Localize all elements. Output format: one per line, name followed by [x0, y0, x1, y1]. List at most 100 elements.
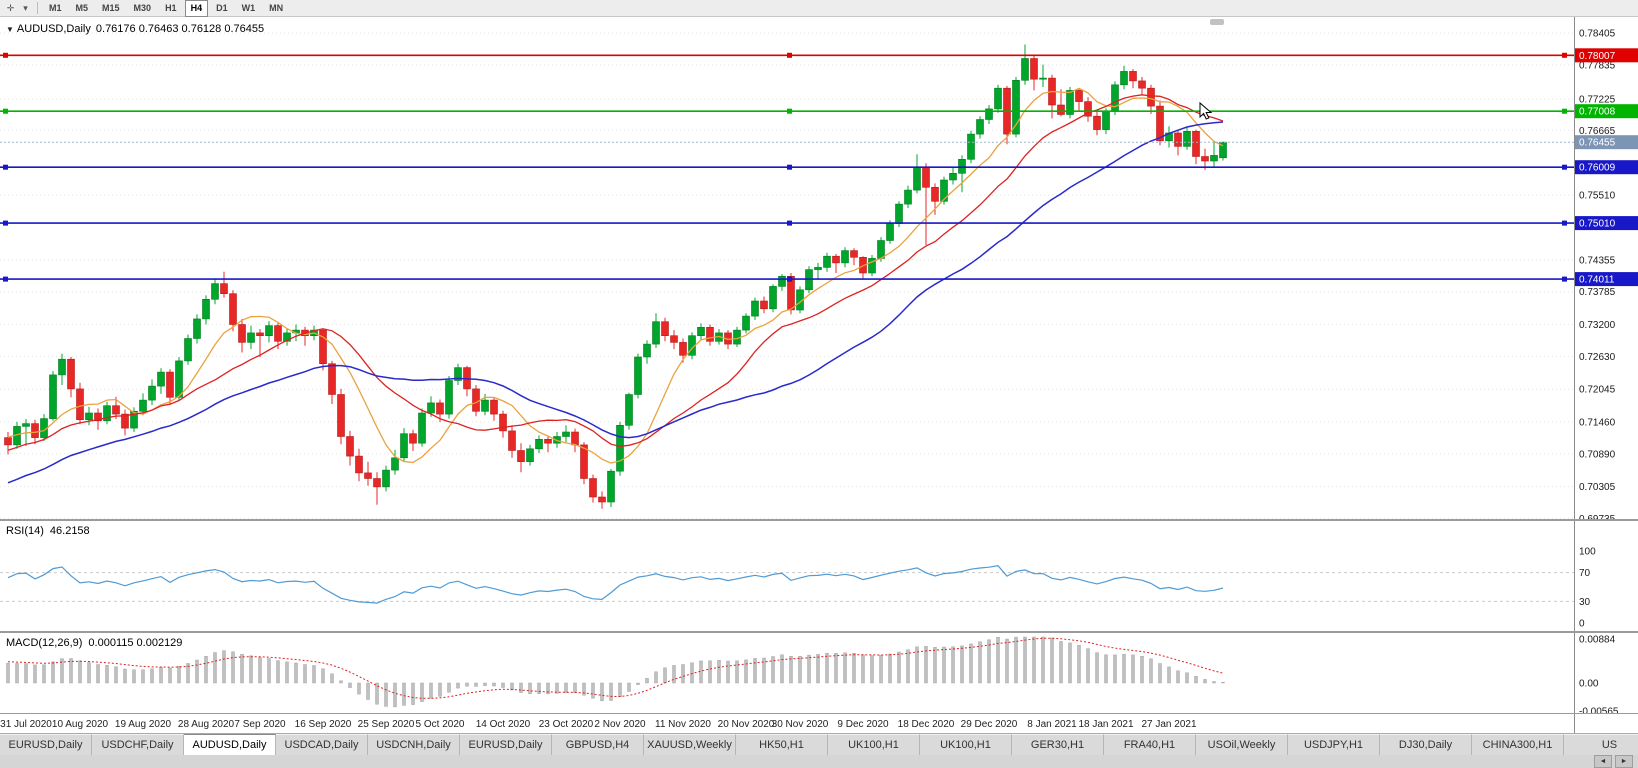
- hline-handle[interactable]: [1562, 164, 1567, 170]
- svg-text:0.78405: 0.78405: [1579, 29, 1616, 40]
- hline-handle[interactable]: [787, 276, 792, 282]
- hline-0.74011[interactable]: [0, 276, 1574, 282]
- x-axis-label: 8 Jan 2021: [1027, 719, 1077, 730]
- time-axis: 31 Jul 2020 10 Aug 2020 19 Aug 2020 28 Aug …: [0, 714, 1575, 734]
- dropdown-caret-icon[interactable]: ▾: [23, 2, 28, 13]
- timeframe-button-mn[interactable]: MN: [269, 3, 284, 13]
- timeframe-button-m1[interactable]: M1: [49, 3, 62, 13]
- chart-tab-hk50-h1[interactable]: HK50,H1: [736, 734, 828, 755]
- hline-0.76009[interactable]: [0, 164, 1574, 170]
- timeframe-button-d1[interactable]: D1: [216, 3, 228, 13]
- rsi-indicator-panel[interactable]: 100 70 30 0 RSI(14) 46.2158: [0, 519, 1638, 631]
- macd-histogram: [6, 636, 1225, 708]
- hline-handle[interactable]: [3, 52, 8, 58]
- ma-fast-line: [7, 87, 1224, 464]
- chart-tab-eurusd-daily[interactable]: EURUSD,Daily: [0, 734, 92, 755]
- chart-tab-gbpusd-h4[interactable]: GBPUSD,H4: [552, 734, 644, 755]
- hline-handle[interactable]: [1562, 108, 1567, 114]
- x-axis-label: 16 Sep 2020: [295, 719, 352, 730]
- hline-0.78007[interactable]: [0, 52, 1574, 58]
- x-axis-label: 31 Jul 2020: [0, 719, 52, 730]
- hline-handle[interactable]: [787, 164, 792, 170]
- hline-handle[interactable]: [1562, 276, 1567, 282]
- chart-tab-xauusd-weekly[interactable]: XAUUSD,Weekly: [644, 734, 736, 755]
- rsi-axis-label: 30: [1579, 597, 1591, 608]
- hline-handle[interactable]: [3, 276, 8, 282]
- hline-handle[interactable]: [787, 108, 792, 114]
- macd-axis-label: 0.00: [1579, 679, 1599, 690]
- timeframe-toolbar: ✛ ▾ M1 M5 M15 M30 H1 H4 D1 W1 MN: [0, 0, 1638, 17]
- chart-tab-uk100-h1[interactable]: UK100,H1: [828, 734, 920, 755]
- svg-text:0.72630: 0.72630: [1579, 352, 1616, 363]
- chart-tab-usoil-weekly[interactable]: USOil,Weekly: [1196, 734, 1288, 755]
- chart-canvas[interactable]: 0.78405 0.77835 0.77225 0.76665 0.75510 0.743…: [0, 17, 1638, 519]
- price-tag-0.77008: 0.77008: [1575, 104, 1638, 119]
- hline-handle[interactable]: [3, 108, 8, 114]
- candles: [4, 44, 1227, 509]
- hline-handle[interactable]: [1562, 52, 1567, 58]
- tab-scroll-right-button[interactable]: ►: [1615, 755, 1633, 768]
- hline-0.75010[interactable]: [0, 220, 1574, 226]
- macd-axis-label: 0.00884: [1579, 635, 1616, 646]
- svg-text:0.77008: 0.77008: [1579, 107, 1616, 118]
- svg-text:0.69735: 0.69735: [1579, 514, 1616, 519]
- chart-tab-eurusd-daily[interactable]: EURUSD,Daily: [460, 734, 552, 755]
- collapse-chart-icon[interactable]: ▼: [6, 25, 14, 34]
- timeframe-button-h4[interactable]: H4: [184, 0, 209, 17]
- x-axis-label: 9 Dec 2020: [837, 719, 889, 730]
- svg-text:0.78007: 0.78007: [1579, 51, 1616, 62]
- chart-tab-usdcnh-daily[interactable]: USDCNH,Daily: [368, 734, 460, 755]
- chart-tab-usdchf-daily[interactable]: USDCHF,Daily: [92, 734, 184, 755]
- time-axis-row: 31 Jul 2020 10 Aug 2020 19 Aug 2020 28 Aug …: [0, 713, 1638, 734]
- x-axis-label: 29 Dec 2020: [961, 719, 1018, 730]
- hline-handle[interactable]: [787, 220, 792, 226]
- chart-tab-uk100-h1[interactable]: UK100,H1: [920, 734, 1012, 755]
- hline-handle[interactable]: [1562, 220, 1567, 226]
- main-chart-panel[interactable]: 0.78405 0.77835 0.77225 0.76665 0.75510 0.743…: [0, 17, 1638, 519]
- x-axis-label: 10 Aug 2020: [52, 719, 109, 730]
- timeframe-button-h1[interactable]: H1: [165, 3, 177, 13]
- macd-signal-line: [7, 637, 1224, 699]
- chart-tab-audusd-daily[interactable]: AUDUSD,Daily: [184, 734, 276, 755]
- chart-tab-usdjpy-h1[interactable]: USDJPY,H1: [1288, 734, 1380, 755]
- ma-slow-line: [7, 121, 1224, 484]
- rsi-current-value: 46.2158: [49, 525, 90, 537]
- x-axis-label: 2 Nov 2020: [594, 719, 646, 730]
- toolbar-separator: [37, 2, 38, 14]
- chart-tab-dj30-daily[interactable]: DJ30,Daily: [1380, 734, 1472, 755]
- hline-handle[interactable]: [3, 164, 8, 170]
- hline-0.77008[interactable]: [0, 108, 1574, 114]
- x-axis-label: 14 Oct 2020: [476, 719, 531, 730]
- x-axis-label: 30 Nov 2020: [772, 719, 829, 730]
- timeframe-button-w1[interactable]: W1: [241, 3, 256, 13]
- svg-text:0.72045: 0.72045: [1579, 385, 1616, 396]
- rsi-canvas: 100 70 30 0: [0, 521, 1596, 631]
- rsi-axis-label: 100: [1579, 547, 1596, 558]
- svg-text:0.70890: 0.70890: [1579, 449, 1616, 460]
- chart-tab-usdcad-daily[interactable]: USDCAD,Daily: [276, 734, 368, 755]
- x-axis-label: 28 Aug 2020: [178, 719, 235, 730]
- svg-text:0.76455: 0.76455: [1579, 138, 1616, 149]
- chart-tab-fra40-h1[interactable]: FRA40,H1: [1104, 734, 1196, 755]
- chart-shift-marker[interactable]: [1210, 19, 1224, 25]
- macd-indicator-panel[interactable]: 0.00884 0.00 -0.00565 MACD(12,26,9) 0.00011…: [0, 631, 1638, 713]
- svg-text:0.70305: 0.70305: [1579, 482, 1616, 493]
- timeframe-button-m15[interactable]: M15: [102, 3, 120, 13]
- timeframe-button-m30[interactable]: M30: [133, 3, 152, 13]
- tab-scroll-left-button[interactable]: ◄: [1594, 755, 1612, 768]
- timeframe-button-m5[interactable]: M5: [75, 3, 89, 13]
- chart-type-icon[interactable]: ✛: [6, 2, 15, 13]
- chart-tab-us[interactable]: US: [1564, 734, 1638, 755]
- x-axis-label: 5 Oct 2020: [416, 719, 465, 730]
- bottom-strip: ◄ ►: [0, 755, 1638, 768]
- chart-tab-china300-h1[interactable]: CHINA300,H1: [1472, 734, 1564, 755]
- chart-tab-ger30-h1[interactable]: GER30,H1: [1012, 734, 1104, 755]
- macd-current-values: 0.000115 0.002129: [88, 637, 183, 649]
- price-tag-0.75010: 0.75010: [1575, 216, 1638, 231]
- hline-handle[interactable]: [787, 52, 792, 58]
- svg-text:0.77225: 0.77225: [1579, 95, 1616, 106]
- hline-handle[interactable]: [3, 220, 8, 226]
- x-axis-label: 11 Nov 2020: [655, 719, 711, 730]
- x-axis-label: 27 Jan 2021: [1141, 719, 1196, 730]
- macd-canvas: 0.00884 0.00 -0.00565: [6, 633, 1619, 713]
